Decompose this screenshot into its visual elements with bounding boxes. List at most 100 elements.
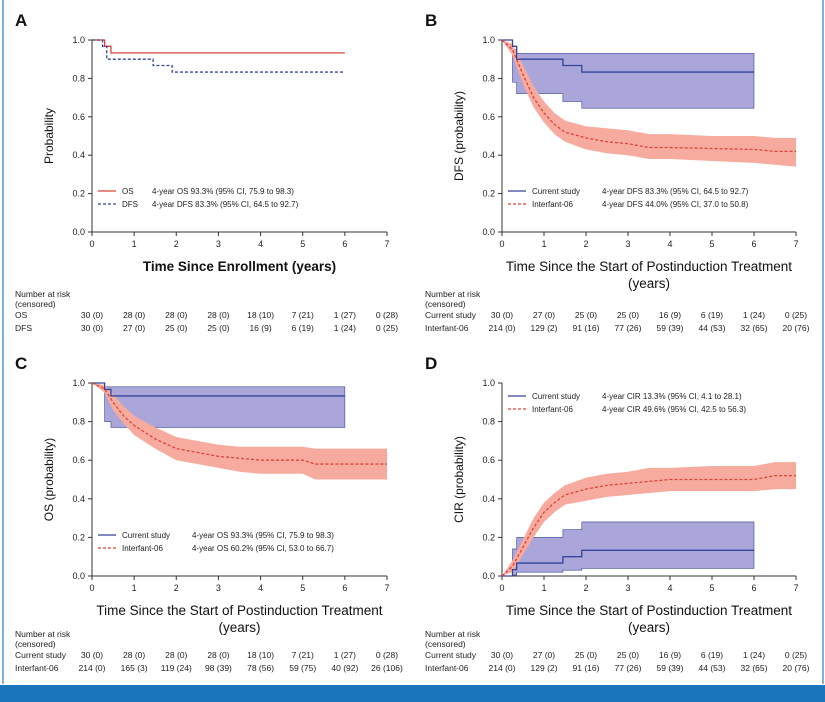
risk-row-label: OS — [15, 310, 28, 320]
y-axis-label: CIR (probability) — [452, 436, 466, 523]
risk-cell: 0 (25) — [784, 650, 808, 660]
legend-stat: 4-year CIR 49.6% (95% CI, 42.5 to 56.3) — [602, 405, 746, 414]
x-axis-label: Time Since the Start of Postinduction Tr… — [96, 603, 382, 618]
risk-cell: 165 (3) — [120, 663, 148, 673]
risk-cell: 91 (16) — [572, 663, 600, 673]
x-tick-label: 6 — [342, 583, 347, 593]
x-tick-label: 4 — [667, 239, 672, 249]
risk-cell: 1 (27) — [333, 310, 356, 320]
x-tick-label: 3 — [216, 583, 221, 593]
risk-cell: 25 (0) — [574, 310, 598, 320]
x-tick-label: 4 — [667, 583, 672, 593]
risk-cell: 32 (65) — [740, 323, 768, 333]
risk-cell: 16 (9) — [658, 310, 682, 320]
legend-stat: 4-year DFS 44.0% (95% CI, 37.0 to 50.8) — [602, 200, 749, 209]
risk-table-header: Number at risk — [15, 289, 71, 299]
legend-name: Interfant-06 — [122, 544, 163, 553]
y-tick-label: 0.4 — [482, 150, 495, 160]
risk-cell: 0 (28) — [375, 310, 399, 320]
risk-cell: 0 (25) — [375, 323, 399, 333]
risk-cell: 0 (28) — [375, 650, 399, 660]
x-tick-label: 3 — [625, 583, 630, 593]
legend-name: OS — [122, 187, 134, 196]
panel-b: B 0 1 2 3 4 5 6 7 0.0 0.2 0.4 0.6 0.8 1.0 Time Since th… — [425, 11, 799, 291]
risk-table-subheader: (censored) — [425, 299, 466, 309]
legend-name: Interfant-06 — [532, 200, 573, 209]
figure-frame — [2, 0, 824, 684]
risk-cell: 25 (0) — [207, 323, 230, 333]
risk-cell: 77 (26) — [614, 663, 642, 673]
y-tick-label: 1.0 — [482, 35, 495, 45]
risk-cell: 28 (0) — [123, 650, 146, 660]
risk-cell: 25 (0) — [165, 323, 188, 333]
legend-stat: 4-year CIR 13.3% (95% CI, 4.1 to 28.1) — [602, 392, 742, 401]
legend-name: Current study — [122, 531, 170, 540]
risk-cell: 59 (39) — [656, 663, 684, 673]
risk-cell: 129 (2) — [530, 663, 558, 673]
risk-cell: 30 (0) — [490, 310, 514, 320]
ci-band-1 — [502, 40, 796, 167]
risk-row-label: Interfant-06 — [15, 663, 59, 673]
risk-row-label: DFS — [15, 323, 32, 333]
y-axis-label: Probability — [42, 108, 56, 164]
x-tick-label: 2 — [583, 239, 588, 249]
risk-table-header: Number at risk — [425, 289, 481, 299]
risk-cell: 30 (0) — [490, 650, 514, 660]
risk-cell: 6 (19) — [700, 310, 724, 320]
x-tick-label: 7 — [793, 239, 798, 249]
curve-dfs — [92, 39, 345, 73]
y-tick-label: 0.2 — [482, 189, 495, 199]
risk-table-subheader: (censored) — [425, 639, 466, 649]
risk-cell: 25 (0) — [574, 650, 598, 660]
x-tick-label: 3 — [625, 239, 630, 249]
ci-band-0 — [512, 49, 755, 109]
legend-name: Interfant-06 — [532, 405, 573, 414]
risk-cell: 214 (0) — [488, 323, 516, 333]
y-tick-label: 0.8 — [72, 417, 85, 427]
risk-table-subheader: (censored) — [15, 639, 56, 649]
y-tick-label: 0.0 — [72, 571, 85, 581]
risk-cell: 1 (24) — [742, 310, 766, 320]
curve-current-study — [502, 39, 754, 73]
x-tick-label: 7 — [384, 239, 389, 249]
y-tick-label: 0.6 — [72, 112, 85, 122]
x-tick-label: 5 — [300, 239, 305, 249]
risk-cell: 77 (26) — [614, 323, 642, 333]
x-tick-label: 1 — [541, 239, 546, 249]
risk-cell: 16 (9) — [658, 650, 682, 660]
risk-cell: 26 (106) — [371, 663, 403, 673]
x-tick-label: 1 — [132, 583, 137, 593]
y-tick-label: 1.0 — [72, 378, 85, 388]
risk-cell: 28 (0) — [207, 650, 230, 660]
risk-cell: 32 (65) — [740, 663, 768, 673]
x-tick-label: 6 — [342, 239, 347, 249]
x-axis-label: Time Since the Start of Postinduction Tr… — [506, 259, 792, 274]
risk-cell: 91 (16) — [572, 323, 600, 333]
risk-row-label: Current study — [15, 650, 67, 660]
bottom-accent-bar — [0, 685, 825, 702]
y-tick-label: 0.4 — [72, 150, 85, 160]
x-tick-label: 7 — [384, 583, 389, 593]
risk-cell: 129 (2) — [530, 323, 558, 333]
risk-cell: 20 (76) — [782, 323, 810, 333]
legend-stat: 4-year OS 60.2% (95% CI, 53.0 to 66.7) — [192, 544, 334, 553]
risk-cell: 28 (0) — [165, 310, 188, 320]
x-tick-label: 4 — [258, 239, 263, 249]
y-tick-label: 0.2 — [72, 532, 85, 542]
y-tick-label: 0.8 — [482, 417, 495, 427]
risk-cell: 0 (25) — [784, 310, 808, 320]
legend-stat: 4-year DFS 83.3% (95% CI, 64.5 to 92.7) — [152, 200, 299, 209]
x-tick-label: 6 — [751, 583, 756, 593]
risk-cell: 20 (76) — [782, 663, 810, 673]
legend-name: Current study — [532, 392, 580, 401]
risk-cell: 25 (0) — [616, 310, 640, 320]
risk-cell: 28 (0) — [123, 310, 146, 320]
risk-table-subheader: (censored) — [15, 299, 56, 309]
x-tick-label: 2 — [174, 583, 179, 593]
x-tick-label: 1 — [541, 583, 546, 593]
x-axis-label-line2: (years) — [218, 620, 260, 635]
risk-cell: 28 (0) — [207, 310, 230, 320]
risk-cell: 44 (53) — [698, 323, 726, 333]
curve-os — [92, 39, 345, 54]
legend-name: Current study — [532, 187, 580, 196]
